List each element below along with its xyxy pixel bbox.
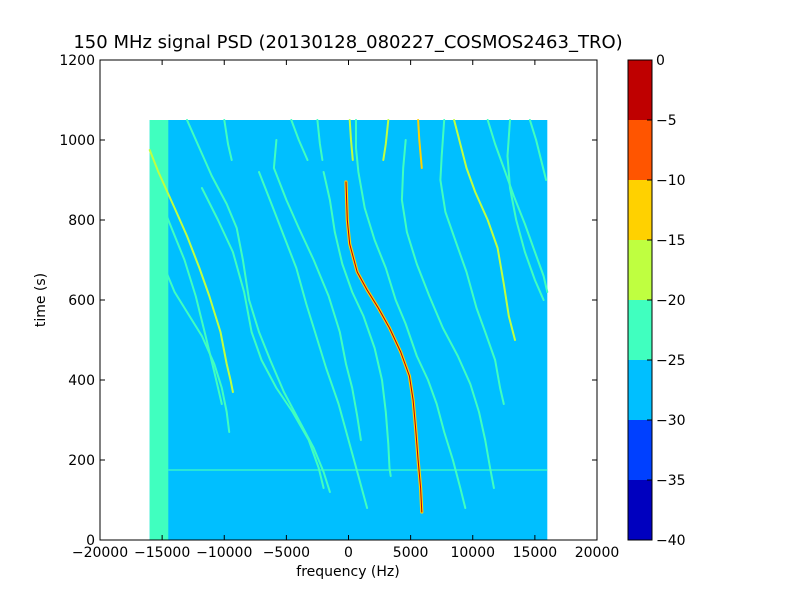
colorbar-segment [628,300,652,360]
colorbar-tick-label: −10 [656,173,686,189]
psd-trace-b3 [272,139,362,441]
psd-trace-c6 [400,139,495,489]
psd-trace-c12 [223,119,233,161]
psd-trace-c13 [348,119,354,161]
chart-title: 150 MHz signal PSD (20130128_080227_COSM… [73,32,622,53]
colorbar-tick-label: −15 [656,233,686,249]
x-tick-label: 5000 [393,545,429,561]
heatmap-layer [148,119,549,540]
y-tick-label: 0 [86,533,95,549]
psd-trace-c7 [439,119,505,405]
y-axis-ticks: 0 200 400 600 800 1000 1200 [59,53,597,549]
psd-trace-c2 [200,187,325,489]
x-tick-label: 20000 [575,545,620,561]
y-tick-label: 1000 [59,133,95,149]
x-tick-label: −5000 [263,545,310,561]
x-tick-label: −15000 [134,545,190,561]
colorbar-tick-label: −40 [656,533,686,549]
psd-trace-c9 [506,119,545,301]
y-tick-label: 1200 [59,53,95,69]
psd-trace-c3 [322,171,392,477]
psd-trace-c8 [453,119,516,341]
y-tick-label: 400 [68,373,95,389]
psd-trace-a3 [290,119,309,161]
psd-trace-c4 [355,119,467,509]
plot-area: −20000 −15000 −10000 −5000 0 5000 10000 15000 20… [59,53,619,561]
psd-trace-c5 [382,119,390,161]
y-tick-label: 600 [68,293,95,309]
colorbar-segments [628,60,652,540]
psd-trace-b2 [186,119,331,493]
colorbar: 0 −5 −10 −15 −20 −25 −30 −35 −40 [627,53,686,549]
colorbar-tick-label: 0 [656,53,665,69]
x-tick-label: 10000 [450,545,495,561]
psd-band [149,120,169,540]
psd-trace-c11 [528,119,548,181]
colorbar-tick-label: −35 [656,473,686,489]
colorbar-segment [628,480,652,540]
colorbar-segment [628,180,652,240]
y-tick-label: 200 [68,453,95,469]
colorbar-tick-label: −20 [656,293,686,309]
colorbar-ticks: 0 −5 −10 −15 −20 −25 −30 −35 −40 [647,53,686,549]
y-tick-label: 800 [68,213,95,229]
x-tick-label: 0 [344,545,353,561]
psd-trace-c14 [316,119,324,161]
x-tick-label: 15000 [513,545,558,561]
psd-trace-c1 [154,187,223,405]
x-axis-ticks: −20000 −15000 −10000 −5000 0 5000 10000 15000 20… [72,60,619,561]
colorbar-tick-label: −5 [656,113,677,129]
y-axis-label: time (s) [33,273,49,327]
psd-main-trace-core [345,181,423,513]
colorbar-segment [628,120,652,180]
psd-main-upper [417,119,423,169]
psd-background [149,120,548,540]
colorbar-tick-label: −30 [656,413,686,429]
x-axis-label: frequency (Hz) [296,564,399,580]
x-tick-label: −20000 [72,545,128,561]
psd-trace-a2 [258,171,369,509]
colorbar-segment [628,60,652,120]
x-tick-label: −10000 [196,545,252,561]
colorbar-segment [628,420,652,480]
psd-trace-a1 [148,149,234,393]
colorbar-segment [628,240,652,300]
colorbar-tick-label: −25 [656,353,686,369]
psd-trace-c10 [486,119,549,293]
colorbar-segment [628,360,652,420]
